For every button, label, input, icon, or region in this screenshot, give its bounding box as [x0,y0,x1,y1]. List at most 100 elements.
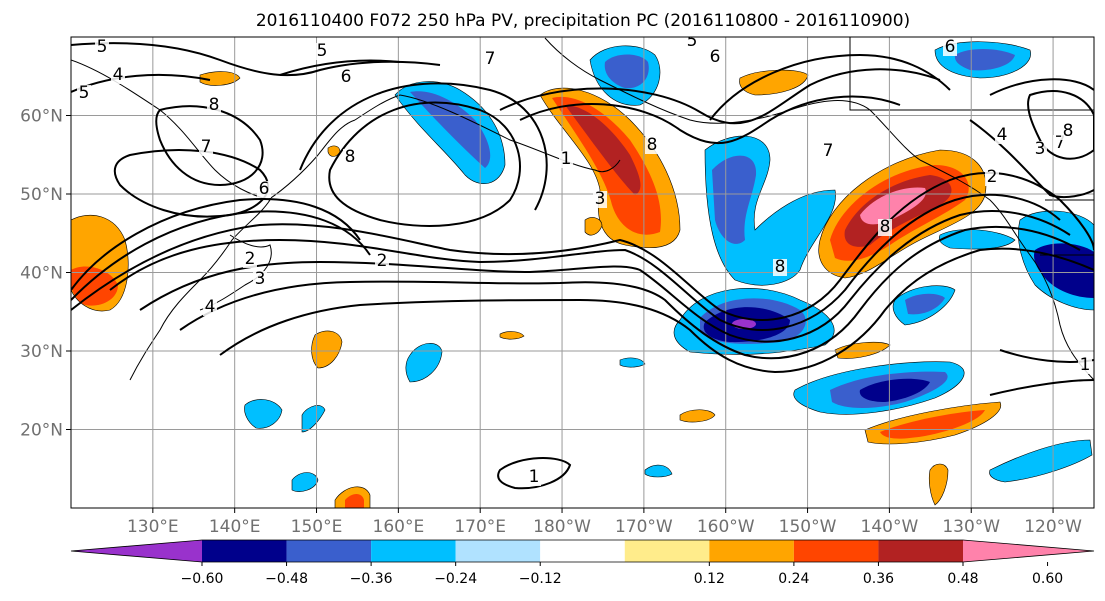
contour-label-bg [77,85,91,102]
colorbar-tick-label: 0.12 [694,571,725,587]
contour-label: 1 [561,149,572,169]
precip-contour-pos-small [499,331,525,340]
colorbar-tick-label: −0.24 [434,571,477,587]
contour-label: 6 [341,67,352,87]
contour-label: 5 [687,31,698,51]
precip-contour-pos-core [860,187,926,225]
contour-label: 7 [823,141,834,161]
contour-label: 2 [987,167,998,187]
contour-label: 8 [1063,121,1074,141]
colorbar-tick-label: −0.36 [350,571,393,587]
contour-label: 8 [647,135,658,155]
precip-contour-pos-se-mid [880,410,985,439]
precip-contour-neg-small [301,405,326,433]
contour-label-bg [995,127,1009,144]
precip-contour-neg-alaska-mid [604,54,649,89]
precip-contour-neg-small [619,357,646,368]
contour-label-bg [375,253,389,270]
lat-tick-label: 60°N [20,107,63,127]
contour-label-bg [593,191,607,208]
colorbar-segment [878,540,963,562]
contour-label-bg [1078,357,1092,374]
contour-label-bg [343,149,357,166]
contour-label: 7 [1055,133,1066,153]
contour-label: 3 [595,189,606,209]
contour-label: 8 [775,257,786,277]
precip-contour-pos-small [679,409,716,423]
lat-tick-label: 50°N [20,185,63,205]
precip-contour-neg-far-se [989,439,1093,483]
lon-tick-label: 160°W [697,517,755,537]
contour-label-bg [1061,123,1075,140]
contour-label: 2 [377,251,388,271]
precip-contour-pos-small [584,217,603,236]
latitude-labels: 20°N 30°N 40°N 50°N 60°N [20,107,71,441]
colorbar-segment [71,540,202,562]
precip-contour-neg-small [644,464,673,478]
chart-title: 2016110400 F072 250 hPa PV, precipitatio… [256,11,910,31]
contour-label-bg [708,49,722,66]
contour-label-bg [111,67,125,84]
lon-tick-label: 150°E [291,517,343,537]
border [849,37,1094,111]
contour-label: 8 [345,147,356,167]
colorbar-segment [793,540,879,562]
colorbar-segment [709,540,794,562]
contour-label-bg [243,251,257,268]
lat-tick-label: 30°N [20,342,63,362]
contour-label: 5 [97,37,108,57]
colorbar-segment [624,540,710,562]
pv-contour [71,42,441,77]
precip-contour-neg-stream-mid [712,155,757,244]
coastline-aleutians [399,94,621,173]
pv-contour [155,105,264,187]
contour-label-bg [257,181,271,198]
precip-contour-neg-small [291,472,319,492]
pv-contours [71,42,1094,490]
contour-label: 6 [945,37,956,57]
precip-contour-pos-small [311,330,343,369]
lon-tick-label: 130°E [127,517,179,537]
precip-contour-neg-band-mid [410,91,491,168]
contour-label-bg [203,299,217,316]
colorbar-tick-label: −0.12 [519,571,562,587]
lat-tick-label: 40°N [20,264,63,284]
pv-contour [299,82,548,211]
pv-contour [1027,90,1094,160]
contour-label-bg [559,151,573,168]
contour-label-bg [1033,141,1047,158]
contour-label: 6 [259,179,270,199]
lat-tick-label: 20°N [20,421,63,441]
pv-contour [709,53,951,121]
precip-contour-neg-small [405,343,443,383]
contour-label-bg [943,39,957,56]
lon-tick-label: 170°W [615,517,673,537]
contour-label-bg [685,37,699,50]
precip-contour-neg-small-mid [905,293,945,315]
pv-contour [989,78,1094,96]
colorbar-segment [540,540,625,562]
colorbar-tick-label: 0.24 [778,571,809,587]
pv-contour [219,247,1094,374]
precip-contour-pos-band-mid [552,96,661,235]
coastline-kamchatka [354,94,401,121]
contour-label-bg [339,69,353,86]
colorbar-tick-label: −0.60 [181,571,224,587]
contour-label: 5 [79,83,90,103]
pv-contour [179,225,1081,360]
contour-label: 1 [529,467,540,487]
pv-contour [279,59,401,76]
contour-label-bg [253,271,267,288]
coastline-east-asia [71,59,271,281]
pv-contour [499,68,941,125]
lon-tick-label: 140°E [209,517,261,537]
graticule [71,37,1094,508]
contour-label: 4 [997,125,1008,145]
precip-contour-neg-se-core [859,378,930,402]
colorbar-segment [963,540,1094,562]
contour-label: 7 [201,137,212,157]
lon-tick-label: 160°E [373,517,425,537]
coastline-kamchatka [267,119,356,201]
